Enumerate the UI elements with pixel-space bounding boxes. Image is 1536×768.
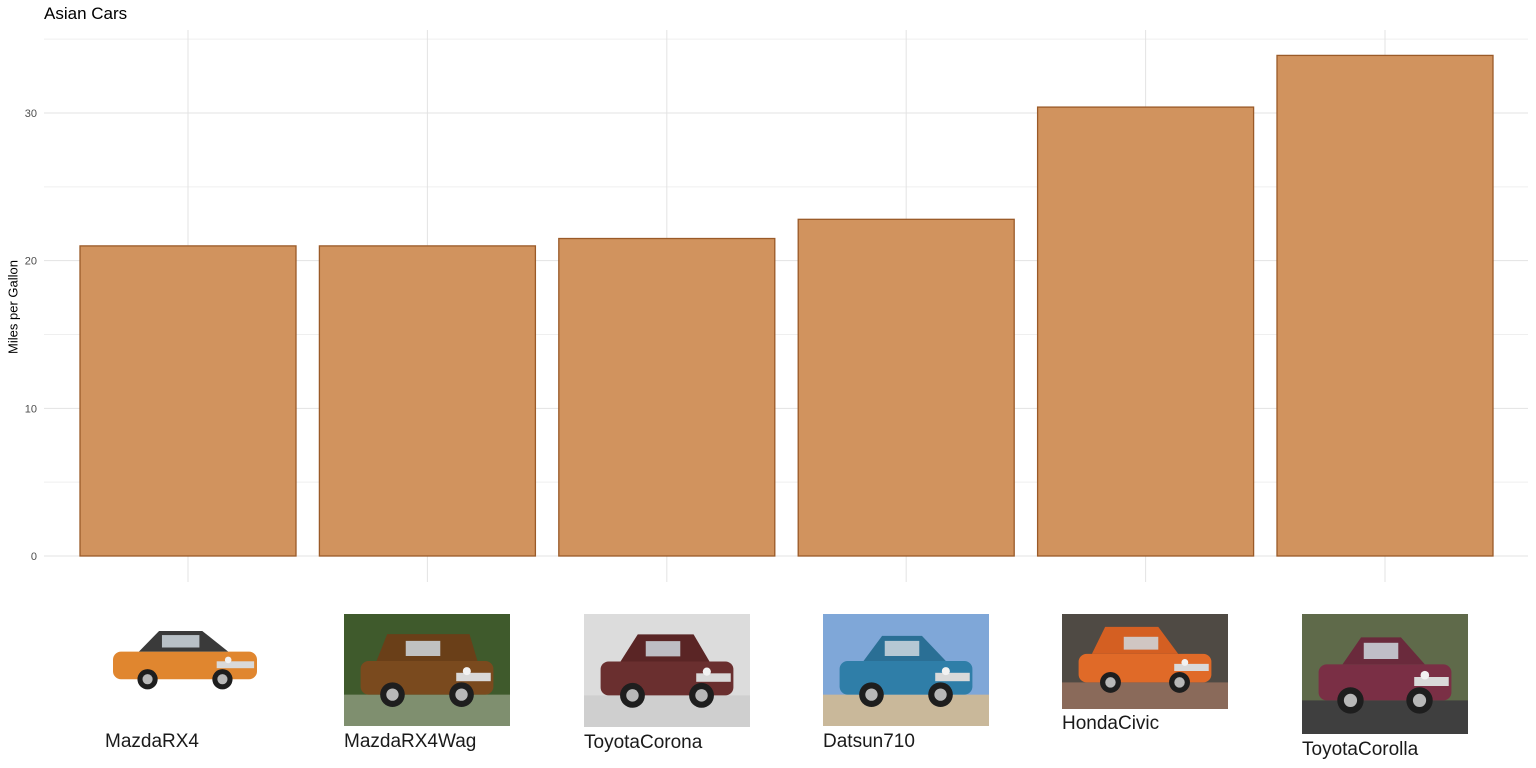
x-tick-image-datsun710 (823, 614, 989, 726)
y-tick-label: 0 (31, 551, 37, 563)
x-tick-image-hondacivic (1062, 614, 1228, 709)
bar-chart: 0 10 20 30 (25, 30, 1528, 582)
x-tick-image-toyotacorolla (1302, 614, 1468, 734)
x-tick-label: HondaCivic (1062, 713, 1160, 734)
x-tick-image-mazdarx4wag (344, 614, 510, 726)
y-axis-ticks: 0 10 20 30 (25, 108, 37, 563)
bar-hondacivic (1036, 106, 1255, 557)
x-tick-label: MazdaRX4 (105, 731, 199, 752)
bar-toyotacorolla (1276, 54, 1494, 557)
car-photo-icon (584, 614, 750, 727)
chart-title: Asian Cars (44, 4, 128, 23)
bar-series (79, 54, 1494, 557)
y-tick-label: 20 (25, 256, 37, 268)
x-tick-label: ToyotaCorolla (1302, 739, 1419, 760)
bar-mazdarx4 (79, 245, 297, 557)
x-tick-image-toyotacorona (584, 614, 750, 727)
car-photo-icon (95, 613, 275, 705)
car-photo-icon (1302, 614, 1468, 734)
x-tick-label: Datsun710 (823, 731, 915, 752)
car-photo-icon (1062, 614, 1228, 709)
bar-toyotacorona (558, 237, 776, 557)
bar-mazdarx4wag (318, 245, 537, 557)
car-photo-icon (823, 614, 989, 726)
y-tick-label: 30 (25, 108, 37, 120)
x-tick-label: ToyotaCorona (584, 732, 703, 753)
bar-datsun710 (797, 218, 1015, 557)
x-tick-label: MazdaRX4Wag (344, 731, 477, 752)
y-tick-label: 10 (25, 403, 37, 415)
x-tick-image-mazdarx4 (95, 613, 275, 705)
car-photo-icon (344, 614, 510, 726)
